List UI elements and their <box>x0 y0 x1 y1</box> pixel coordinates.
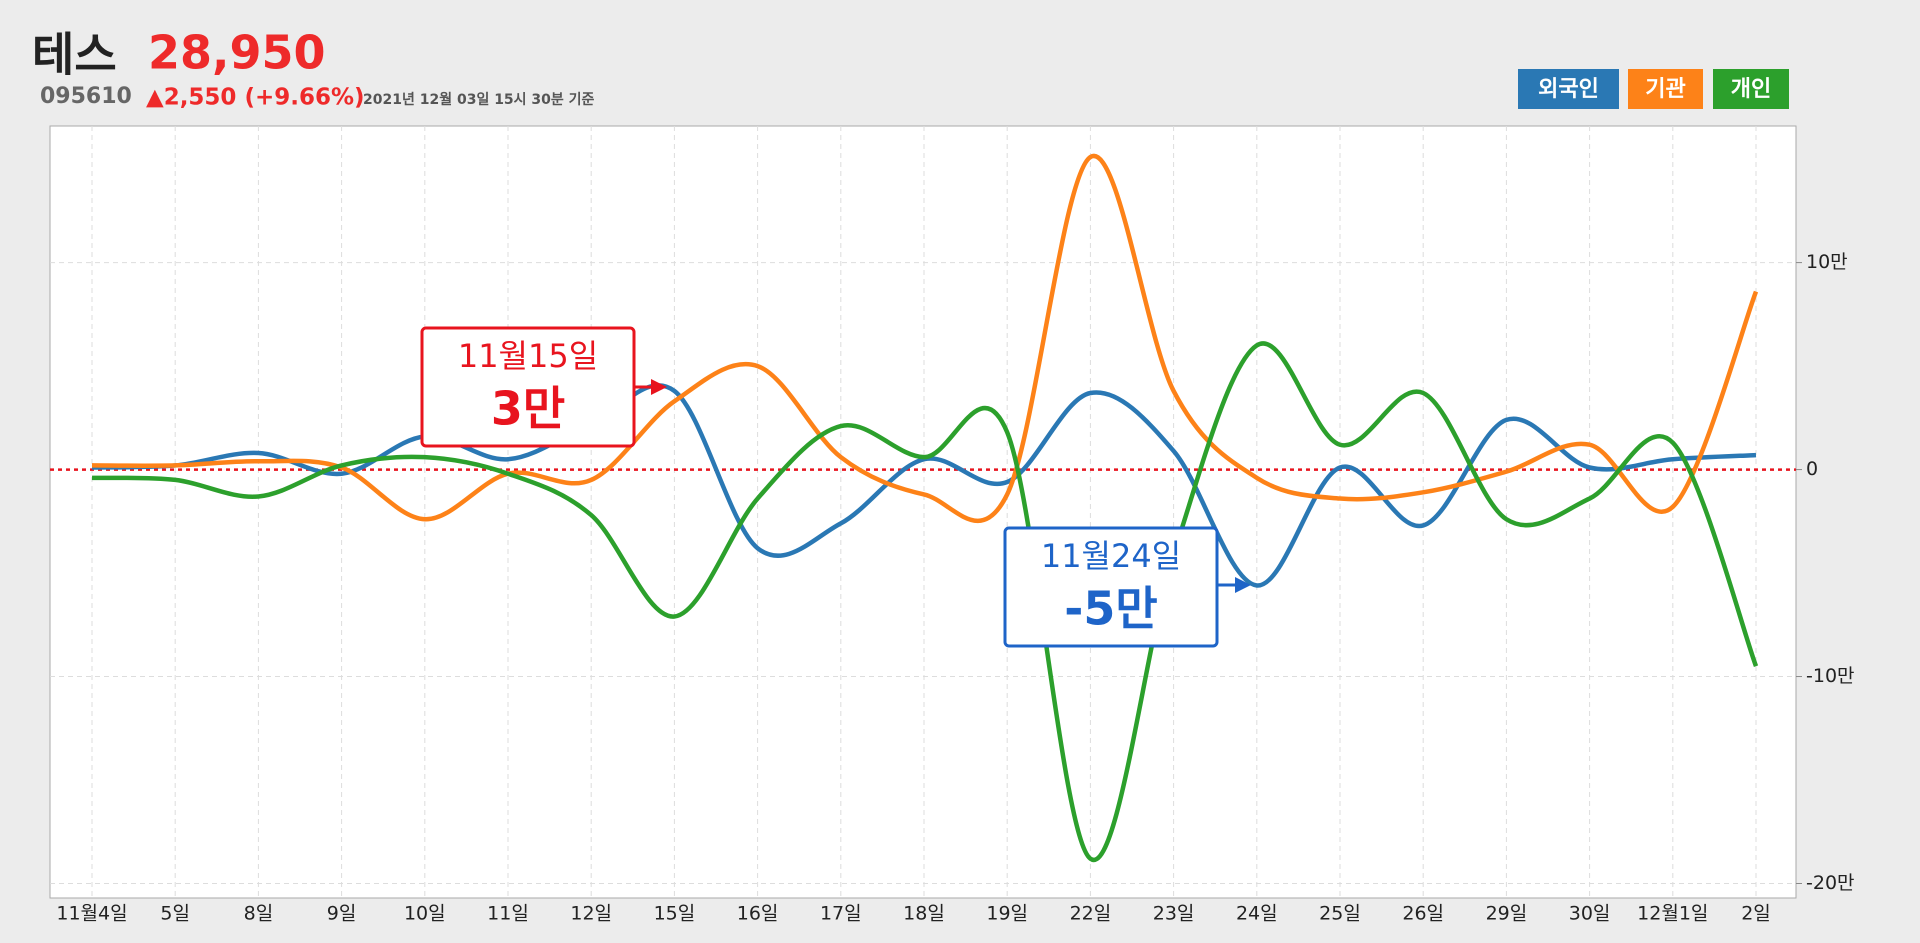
annotation-arrowhead <box>651 379 667 395</box>
y-tick-label: -10만 <box>1806 665 1855 687</box>
series-line <box>91 341 1759 863</box>
annotation-value: 3만 <box>491 382 565 436</box>
x-tick-label: 18일 <box>903 903 945 925</box>
annotation-box <box>1003 526 1219 648</box>
x-tick-label: 22일 <box>1070 903 1112 925</box>
legend-label[interactable]: 개인 <box>1731 77 1771 102</box>
annotation-arrowhead <box>1235 577 1251 593</box>
series-line <box>91 153 1759 523</box>
x-tick-label: 9일 <box>327 903 357 925</box>
annotation-box <box>420 326 636 448</box>
x-tick-label: 26일 <box>1402 903 1444 925</box>
plot-area <box>49 125 1797 899</box>
price-change: ▲2,550 (+9.66%) <box>146 85 365 111</box>
x-tick-label: 17일 <box>820 903 862 925</box>
legend-label[interactable]: 기관 <box>1645 77 1685 102</box>
annotation-value: -5만 <box>1064 582 1157 636</box>
series-line <box>91 383 1757 588</box>
y-tick-label: 0 <box>1806 458 1818 480</box>
y-tick-label: -20만 <box>1806 872 1855 894</box>
legend-swatch[interactable] <box>1713 69 1789 109</box>
x-tick-label: 29일 <box>1486 903 1528 925</box>
x-tick-label: 12일 <box>570 903 612 925</box>
x-tick-label: 30일 <box>1569 903 1611 925</box>
x-tick-label: 5일 <box>160 903 190 925</box>
x-tick-label: 25일 <box>1319 903 1361 925</box>
annotation-date: 11월15일 <box>458 337 598 375</box>
stock-code: 095610 <box>40 84 132 109</box>
legend-swatch[interactable] <box>1628 69 1703 109</box>
x-tick-label: 19일 <box>986 903 1028 925</box>
x-tick-label: 10일 <box>404 903 446 925</box>
x-tick-label: 16일 <box>737 903 779 925</box>
x-tick-label: 8일 <box>244 903 274 925</box>
legend-label[interactable]: 외국인 <box>1538 77 1599 102</box>
y-tick-label: 10만 <box>1806 251 1848 273</box>
legend-swatch[interactable] <box>1518 69 1619 109</box>
x-tick-label: 12월1일 <box>1637 903 1708 925</box>
timestamp: 2021년 12월 03일 15시 30분 기준 <box>363 91 595 108</box>
x-tick-label: 11월4일 <box>56 903 127 925</box>
x-tick-label: 2일 <box>1741 903 1771 925</box>
x-tick-label: 23일 <box>1153 903 1195 925</box>
annotation-date: 11월24일 <box>1041 537 1181 575</box>
x-tick-label: 15일 <box>654 903 696 925</box>
x-tick-label: 24일 <box>1236 903 1278 925</box>
stock-price: 28,950 <box>148 26 326 80</box>
x-tick-label: 11일 <box>487 903 529 925</box>
stock-name: 테스 <box>32 28 117 82</box>
